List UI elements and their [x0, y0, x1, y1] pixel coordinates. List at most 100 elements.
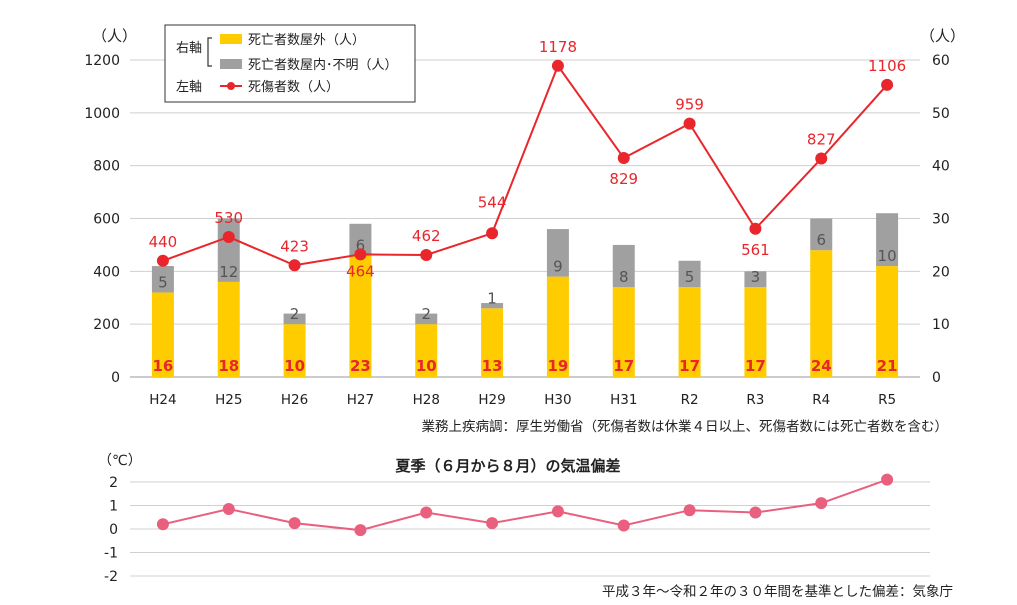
bar-indoor-deaths	[678, 260, 701, 288]
legend-right-axis-label: 右軸	[176, 41, 202, 56]
bar-outdoor-value-label: 23	[350, 357, 371, 375]
anomaly-source-note: 平成３年～令和２年の３０年間を基準とした偏差：気象庁	[602, 583, 953, 600]
bar-outdoor-deaths	[283, 324, 306, 377]
bar-indoor-value-label: 6	[356, 236, 366, 254]
bar-outdoor-value-label: 10	[284, 357, 305, 375]
bar-indoor-deaths	[876, 213, 899, 267]
category-label: H25	[215, 392, 242, 408]
right-axis-tick-label: 50	[932, 106, 950, 122]
casualties-value-label: 959	[675, 96, 704, 114]
anomaly-point	[683, 504, 696, 517]
left-axis-unit: （人）	[92, 27, 137, 45]
right-axis-tick-label: 0	[932, 370, 941, 386]
casualties-value-label: 423	[280, 237, 309, 255]
casualties-point	[815, 152, 828, 165]
anomaly-axis-tick-label: -2	[104, 569, 118, 585]
anomaly-point	[815, 497, 828, 510]
bar-indoor-deaths	[546, 229, 569, 277]
anomaly-point	[420, 506, 433, 519]
bar-indoor-value-label: 6	[816, 231, 826, 249]
anomaly-point	[354, 524, 367, 537]
bar-outdoor-deaths	[678, 287, 701, 377]
casualties-point	[420, 248, 433, 261]
bar-outdoor-value-label: 10	[416, 357, 437, 375]
casualties-point	[354, 248, 367, 261]
anomaly-axis-tick-label: 0	[109, 522, 118, 538]
casualties-value-label: 440	[149, 233, 178, 251]
bar-indoor-deaths	[481, 303, 504, 309]
bar-indoor-deaths	[217, 218, 240, 282]
right-axis-tick-label: 30	[932, 212, 950, 228]
casualties-point	[222, 230, 235, 243]
left-axis-tick-label: 1000	[84, 106, 120, 122]
casualties-value-label: 1106	[868, 57, 906, 75]
legend-item-casualties: 死傷者数（人）	[248, 80, 339, 95]
left-axis-tick-label: 600	[93, 212, 120, 228]
left-axis-tick-label: 800	[93, 159, 120, 175]
bar-outdoor-deaths	[481, 308, 504, 377]
anomaly-point	[222, 503, 235, 516]
category-label: R4	[812, 392, 830, 408]
bar-outdoor-deaths	[546, 276, 569, 377]
legend-bracket	[207, 37, 212, 67]
anomaly-point	[486, 517, 499, 530]
anomaly-axis-unit: （℃）	[98, 453, 142, 469]
anomaly-point	[617, 519, 630, 532]
bar-outdoor-value-label: 17	[679, 357, 700, 375]
category-label: H26	[281, 392, 308, 408]
casualties-value-label: 827	[807, 131, 836, 149]
casualties-value-label: 829	[609, 170, 638, 188]
casualties-value-label: 1178	[539, 38, 577, 56]
bar-indoor-deaths	[612, 244, 635, 288]
bar-outdoor-value-label: 21	[877, 357, 898, 375]
bar-outdoor-deaths	[744, 287, 767, 377]
anomaly-axis-tick-label: 1	[109, 499, 118, 515]
bar-outdoor-value-label: 17	[745, 357, 766, 375]
left-axis-tick-label: 200	[93, 317, 120, 333]
bar-indoor-value-label: 5	[158, 273, 168, 291]
category-label: R5	[878, 392, 896, 408]
bar-outdoor-deaths	[612, 287, 635, 377]
bar-indoor-deaths	[415, 313, 438, 325]
anomaly-chart-title: 夏季（６月から８月）の気温偏差	[394, 457, 620, 475]
bar-outdoor-deaths	[810, 250, 833, 377]
casualties-value-label: 561	[741, 241, 770, 259]
bar-outdoor-value-label: 19	[547, 357, 568, 375]
bar-indoor-value-label: 1	[487, 289, 497, 307]
category-label: H31	[610, 392, 637, 408]
casualties-point	[486, 227, 499, 240]
casualties-value-label: 464	[346, 262, 375, 280]
right-axis-tick-label: 60	[932, 53, 950, 69]
anomaly-axis-tick-label: -1	[104, 546, 118, 562]
bar-indoor-deaths	[744, 271, 767, 288]
anomaly-point	[749, 506, 762, 519]
anomaly-point	[156, 518, 169, 531]
left-axis-tick-label: 0	[111, 370, 120, 386]
casualties-point	[749, 222, 762, 235]
bar-indoor-value-label: 12	[219, 263, 238, 281]
bar-indoor-value-label: 10	[878, 247, 897, 265]
legend-item-indoor: 死亡者数屋内･不明（人）	[248, 57, 398, 73]
bar-indoor-value-label: 3	[751, 268, 761, 286]
bar-outdoor-value-label: 13	[482, 357, 503, 375]
legend-left-axis-label: 左軸	[176, 80, 202, 95]
anomaly-point	[288, 517, 301, 530]
right-axis-tick-label: 10	[932, 317, 950, 333]
bar-outdoor-deaths	[217, 281, 240, 377]
anomaly-axis-tick-label: 2	[109, 475, 118, 491]
bar-outdoor-value-label: 16	[152, 357, 173, 375]
right-axis-tick-label: 20	[932, 264, 950, 280]
bar-indoor-deaths	[151, 266, 174, 293]
casualties-value-label: 462	[412, 227, 441, 245]
legend-item-outdoor: 死亡者数屋外（人）	[248, 33, 365, 48]
bar-outdoor-value-label: 18	[218, 357, 239, 375]
bar-outdoor-value-label: 17	[613, 357, 634, 375]
category-label: H28	[413, 392, 440, 408]
left-axis-tick-label: 1200	[84, 53, 120, 69]
anomaly-point	[551, 505, 564, 518]
casualties-point	[288, 259, 301, 272]
casualties-point	[683, 117, 696, 130]
casualties-line	[162, 63, 888, 267]
